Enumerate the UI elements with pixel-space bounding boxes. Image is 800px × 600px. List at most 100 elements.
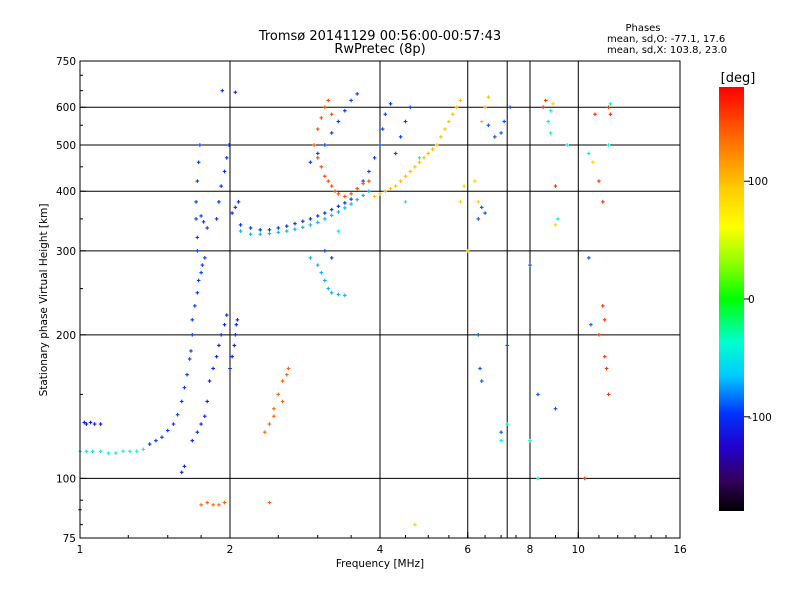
data-point — [276, 230, 281, 235]
data-point — [185, 372, 189, 377]
data-point — [333, 189, 337, 194]
data-point — [591, 160, 595, 165]
data-point — [263, 430, 267, 434]
stats-line-x: mean, sd,X: 103.8, 23.0 — [607, 45, 727, 56]
data-point — [417, 156, 422, 160]
data-point — [430, 147, 435, 151]
data-point — [413, 165, 417, 169]
data-point — [211, 503, 215, 507]
data-point — [372, 194, 377, 199]
data-point — [234, 322, 239, 327]
data-point — [486, 123, 491, 128]
data-point — [355, 197, 359, 202]
data-point — [301, 219, 305, 224]
y-tick-label: 750 — [56, 56, 76, 68]
data-point — [479, 205, 484, 210]
data-point — [543, 98, 548, 103]
data-point — [536, 392, 540, 397]
data-point — [536, 476, 540, 481]
data-point — [587, 151, 591, 156]
data-point — [493, 135, 497, 139]
data-point — [128, 449, 132, 454]
data-point — [200, 263, 205, 267]
data-point — [479, 119, 484, 124]
data-point — [199, 270, 203, 275]
data-point — [454, 105, 459, 110]
data-point — [329, 213, 334, 218]
data-point — [98, 449, 103, 454]
data-point — [230, 354, 234, 359]
colorbar-tick-label: 100 — [748, 176, 768, 188]
data-point — [505, 343, 509, 348]
data-point — [553, 406, 558, 411]
data-point — [479, 379, 484, 383]
data-point — [308, 223, 313, 227]
data-point — [301, 225, 305, 230]
data-point — [193, 304, 197, 308]
data-point — [548, 108, 553, 113]
data-point — [165, 428, 170, 433]
data-point — [284, 372, 289, 377]
x-tick-label: 10 — [572, 544, 585, 556]
data-point — [355, 186, 359, 191]
gridlines — [80, 61, 680, 538]
data-point — [286, 366, 291, 371]
x-tick-label: 8 — [527, 544, 534, 556]
data-point — [393, 184, 398, 188]
data-point — [505, 422, 509, 426]
data-point — [378, 143, 382, 147]
data-point — [171, 422, 176, 426]
data-point — [179, 470, 184, 475]
data-point — [258, 232, 263, 237]
data-point — [604, 366, 609, 371]
data-point — [367, 189, 371, 194]
chart-title: Tromsø 20141129 00:56:00-00:57:43 — [258, 29, 501, 44]
data-point — [499, 430, 503, 434]
data-point — [476, 217, 481, 221]
data-point — [228, 366, 232, 371]
data-point — [589, 322, 593, 327]
data-point — [483, 211, 487, 215]
data-point — [403, 119, 408, 124]
data-point — [267, 422, 272, 426]
data-point — [187, 357, 192, 361]
data-point — [121, 449, 125, 454]
data-point — [134, 449, 139, 454]
data-point — [323, 249, 327, 253]
data-point — [196, 278, 201, 283]
data-point — [267, 228, 272, 232]
data-point — [207, 379, 212, 383]
data-point — [90, 449, 95, 454]
data-point — [284, 224, 289, 228]
data-point — [84, 449, 89, 454]
data-point — [323, 105, 327, 110]
data-point — [199, 422, 203, 426]
data-point — [248, 226, 253, 230]
data-point — [383, 189, 388, 194]
data-point — [403, 200, 408, 204]
data-point — [190, 318, 195, 322]
y-tick-label: 600 — [56, 102, 76, 114]
data-point — [343, 108, 347, 113]
data-point — [258, 228, 263, 232]
data-point — [319, 270, 324, 275]
data-point — [383, 112, 388, 117]
data-point — [199, 503, 203, 507]
data-point — [343, 293, 347, 298]
data-point — [329, 256, 334, 260]
x-tick-label: 2 — [227, 544, 234, 556]
data-point — [182, 385, 187, 390]
data-point — [267, 231, 272, 236]
data-point — [154, 438, 158, 443]
data-point — [222, 169, 227, 174]
data-point — [336, 192, 341, 196]
data-point — [315, 263, 320, 267]
data-point — [483, 105, 487, 110]
data-point — [608, 112, 613, 117]
data-point — [219, 184, 223, 188]
data-point — [233, 90, 238, 95]
data-point — [202, 414, 207, 419]
data-point — [606, 105, 611, 110]
data-point — [308, 160, 313, 165]
